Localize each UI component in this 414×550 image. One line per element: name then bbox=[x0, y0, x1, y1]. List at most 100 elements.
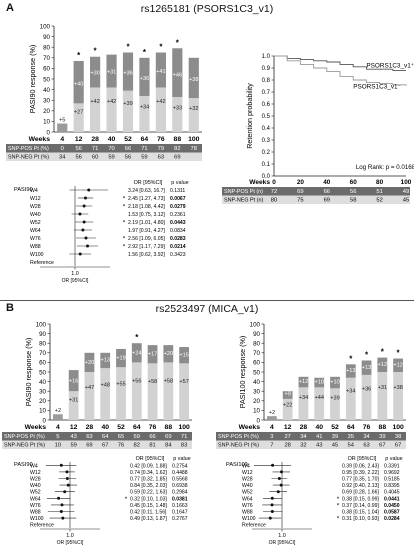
b-left-bar-chart: 0 10 20 30 40 50 60 70 80 90 100 PASI90 response (%… bbox=[2, 321, 192, 449]
b-right-bar-light bbox=[298, 387, 309, 420]
b-left-y-tick-label: 0 bbox=[43, 417, 47, 424]
a-bar-dark bbox=[188, 57, 199, 99]
a-y-tick-label: 80 bbox=[43, 45, 50, 52]
b-left-table-row2-cell: 84 bbox=[165, 443, 172, 449]
b-right-forest-p: 0.3391 bbox=[384, 463, 400, 469]
b-right-x-tick-label: 52 bbox=[331, 424, 339, 431]
b-right-forest-header-p: p value bbox=[385, 456, 402, 462]
b-right-forest-p: 0.9692 bbox=[384, 470, 400, 476]
b-left-table-row1-label: SNP-POS Pt (%) bbox=[4, 434, 45, 440]
a-forest-row-label: W28 bbox=[30, 204, 41, 210]
b-left-forest-row-label: Reference bbox=[30, 523, 54, 529]
b-left-x-tick-label: 88 bbox=[165, 424, 173, 431]
a-x-tick-label: 40 bbox=[108, 136, 116, 143]
a-bar-dark bbox=[73, 60, 84, 104]
a-bar-light-label: +42 bbox=[90, 99, 100, 105]
a-survival-row1-cell: 69 bbox=[297, 189, 303, 195]
a-significance-star: * bbox=[143, 48, 147, 57]
a-forest-axis-label: OR [95%CI] bbox=[62, 278, 89, 284]
b-right-y-tick-label: 50 bbox=[253, 369, 260, 376]
b-right-forest-point bbox=[279, 483, 283, 487]
a-bar-light bbox=[90, 87, 101, 132]
b-left-x-tick-label: 64 bbox=[133, 424, 141, 431]
b-right-forest-or-text: 0.69 [0.28, 1.66] bbox=[342, 490, 379, 496]
b-left-forest-or-text: 0.49 [0.13, 1.87] bbox=[130, 516, 167, 522]
b-right-table-row2-bg bbox=[216, 440, 406, 449]
b-left-bar-dark bbox=[147, 345, 158, 364]
b-right-forest-row-label: W100 bbox=[242, 516, 256, 522]
b-right-x-tick-label: 4 bbox=[270, 424, 274, 431]
b-left-bar-light bbox=[131, 362, 142, 420]
b-left-forest-row-label: W4 bbox=[30, 463, 38, 469]
a-table-row1-cell: 71 bbox=[92, 146, 98, 152]
b-left-bar-total bbox=[52, 414, 63, 420]
b-left-bar-dark bbox=[131, 343, 142, 363]
a-bar-dark bbox=[122, 52, 134, 91]
b-left-bar-light bbox=[84, 372, 95, 420]
b-right-bar-light bbox=[345, 377, 356, 420]
b-left-table-row2-cell: 67 bbox=[102, 443, 108, 449]
b-right-x-tick-label: 64 bbox=[347, 424, 355, 431]
b-left-table-row2-bg bbox=[2, 440, 192, 449]
b-right-bar-light-label: +31 bbox=[378, 385, 388, 391]
b-left-forest-point bbox=[61, 516, 65, 520]
a-y-tick-label: 40 bbox=[43, 87, 50, 94]
b-left-forest-point bbox=[57, 496, 61, 500]
a-forest-row-label: W12 bbox=[30, 196, 41, 202]
b-right-forest-or-text: 0.38 [0.15, 0.99] bbox=[342, 496, 379, 502]
b-left-table-row1-cell: 69 bbox=[165, 434, 171, 440]
b-right-bar-light-label: +39 bbox=[330, 395, 340, 401]
b-right-table-row2-cell: 28 bbox=[284, 443, 290, 449]
a-bar-dark bbox=[155, 52, 166, 88]
a-forest-point bbox=[82, 220, 86, 224]
b-right-table-row1-cell: 39 bbox=[379, 434, 385, 440]
a-forest-p: 0.0283 bbox=[170, 236, 186, 242]
b-right-y-tick-label: 40 bbox=[253, 379, 260, 386]
b-left-forest-p: 0.4488 bbox=[172, 470, 188, 476]
a-forest-star: * bbox=[123, 236, 126, 243]
b-left-forest-p: 0.1663 bbox=[172, 503, 188, 509]
a-y-tick-label: 0 bbox=[47, 129, 51, 136]
b-right-bar-dark bbox=[345, 364, 356, 378]
a-bar-light-label: +42 bbox=[156, 99, 166, 105]
b-right-bar-dark-label: +10 bbox=[314, 379, 324, 385]
b-right-table-row1-cell: 3 bbox=[270, 434, 273, 440]
b-right-significance-star: * bbox=[381, 348, 385, 357]
b-left-y-tick-label: 40 bbox=[39, 379, 46, 386]
a-survival-y-tick-label: 1.0 bbox=[262, 54, 271, 60]
a-y-tick-label: 50 bbox=[43, 76, 50, 83]
a-survival-curve bbox=[274, 55, 407, 86]
a-forest-row-label: W40 bbox=[30, 212, 41, 218]
a-y-tick-label: 10 bbox=[43, 119, 50, 126]
b-left-forest-p: 0.6938 bbox=[172, 483, 188, 489]
b-right-forest-star: * bbox=[337, 496, 340, 503]
a-significance-star: * bbox=[159, 43, 163, 52]
b-right-forest-point bbox=[271, 463, 275, 467]
b-right-forest-p: 0.0441 bbox=[384, 496, 400, 502]
b-right-y-tick-label: 0 bbox=[257, 417, 261, 424]
b-left-table-row1-cell: 63 bbox=[86, 434, 92, 440]
a-table-row1-bg bbox=[6, 144, 202, 153]
a-forest-point bbox=[84, 236, 88, 240]
b-right-bar-dark-label: +12 bbox=[299, 379, 309, 385]
b-right-table-row2-label: SNP-NEG Pt (%) bbox=[218, 443, 259, 449]
b-left-y-tick-label: 50 bbox=[39, 369, 46, 376]
a-survival-row2-cell: 75 bbox=[297, 198, 303, 204]
a-bar-dark bbox=[139, 57, 150, 96]
a-table-row2-label: SNP-NEG Pt (%) bbox=[8, 155, 49, 161]
b-left-forest-or-text: 0.59 [0.22, 1.63] bbox=[130, 490, 167, 496]
b-left-forest-row-label: W28 bbox=[30, 477, 41, 483]
b-right-forest-or-text: 0.37 [0.14, 0.99] bbox=[342, 503, 379, 509]
b-right-table-row2-cell: 67 bbox=[379, 443, 385, 449]
b-left-table-row2-cell: 59 bbox=[70, 443, 76, 449]
a-survival-y-tick-label: 0.4 bbox=[262, 126, 271, 132]
b-right-y-tick-label: 20 bbox=[253, 398, 260, 405]
b-right-y-tick-label: 30 bbox=[253, 389, 260, 396]
b-left-table-row1-cell: 71 bbox=[181, 434, 187, 440]
b-right-bar-light-label: +38 bbox=[393, 385, 403, 391]
b-left-table-row2-cell: 81 bbox=[149, 443, 155, 449]
a-forest-title: PASI90 bbox=[14, 187, 33, 193]
b-left-forest-or-text: 0.42 [0.09, 1.88] bbox=[130, 463, 167, 469]
